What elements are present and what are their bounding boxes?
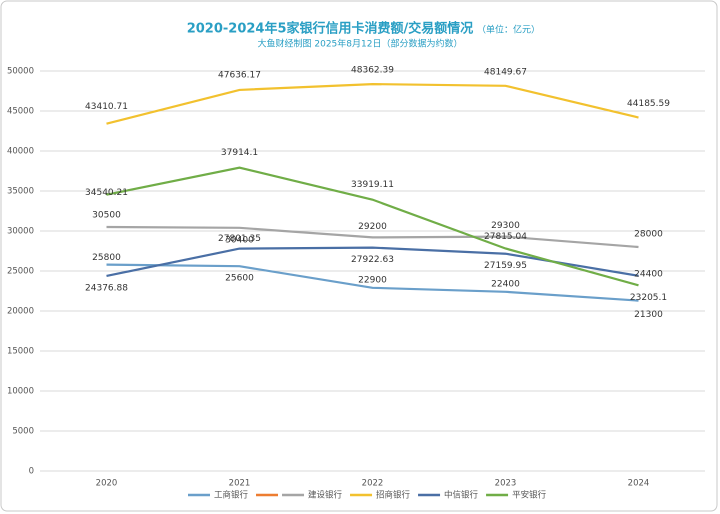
y-tick-label: 20000 <box>7 307 34 317</box>
data-label: 43410.71 <box>85 102 128 112</box>
x-tick-label: 2021 <box>229 479 251 489</box>
data-label: 27801.35 <box>218 234 261 244</box>
legend-label: 招商银行 <box>376 490 411 501</box>
data-label: 25600 <box>225 274 254 284</box>
data-label: 27922.63 <box>351 255 394 265</box>
data-label: 23205.1 <box>630 293 667 303</box>
data-label: 24400 <box>634 269 663 279</box>
data-label: 28000 <box>634 230 663 240</box>
data-label: 21300 <box>634 310 663 320</box>
x-tick-label: 2023 <box>495 479 517 489</box>
data-label: 27159.95 <box>484 261 527 271</box>
chart-subtitle: 大鱼财经制图 2025年8月12日（部分数据为约数） <box>258 38 463 50</box>
y-tick-label: 5000 <box>12 427 34 437</box>
data-label: 27815.04 <box>484 232 527 242</box>
y-tick-label: 40000 <box>7 147 34 157</box>
data-label: 22400 <box>491 279 520 289</box>
y-tick-label: 0 <box>29 467 34 477</box>
y-tick-label: 10000 <box>7 387 34 397</box>
series-line <box>106 225 639 249</box>
chart-title: 2020-2024年5家银行信用卡消费额/交易额情况 <box>187 21 474 37</box>
data-label: 48149.67 <box>484 67 527 77</box>
y-tick-label: 35000 <box>7 187 34 197</box>
legend-label: 建设银行 <box>308 490 343 501</box>
data-label: 24376.88 <box>85 283 128 293</box>
y-tick-label: 15000 <box>7 347 34 357</box>
x-tick-label: 2022 <box>362 479 384 489</box>
data-label: 44185.59 <box>627 99 670 109</box>
data-label: 33919.11 <box>351 180 394 190</box>
y-tick-label: 50000 <box>7 67 34 77</box>
data-label: 22900 <box>358 275 387 285</box>
x-tick-label: 2020 <box>96 479 118 489</box>
y-tick-label: 25000 <box>7 267 34 277</box>
legend-label: 工商银行 <box>214 490 249 501</box>
data-label: 29300 <box>491 221 520 231</box>
series-line <box>106 83 639 125</box>
data-label: 29200 <box>358 222 387 232</box>
x-tick-label: 2024 <box>628 479 650 489</box>
data-label: 34540.21 <box>85 188 128 198</box>
data-label: 30500 <box>92 211 121 221</box>
data-label: 25800 <box>92 253 121 263</box>
data-label: 30400 <box>225 235 254 245</box>
data-label: 47636.17 <box>218 70 261 80</box>
chart-unit: （单位：亿元） <box>477 24 540 36</box>
data-label: 48362.39 <box>351 66 394 76</box>
legend-label: 中信银行 <box>444 490 479 501</box>
y-tick-label: 30000 <box>7 227 34 237</box>
series-line <box>106 166 639 287</box>
data-label: 37914.1 <box>221 148 258 158</box>
series-line <box>106 263 639 302</box>
legend-label: 平安银行 <box>512 490 547 501</box>
y-tick-label: 45000 <box>7 107 34 117</box>
